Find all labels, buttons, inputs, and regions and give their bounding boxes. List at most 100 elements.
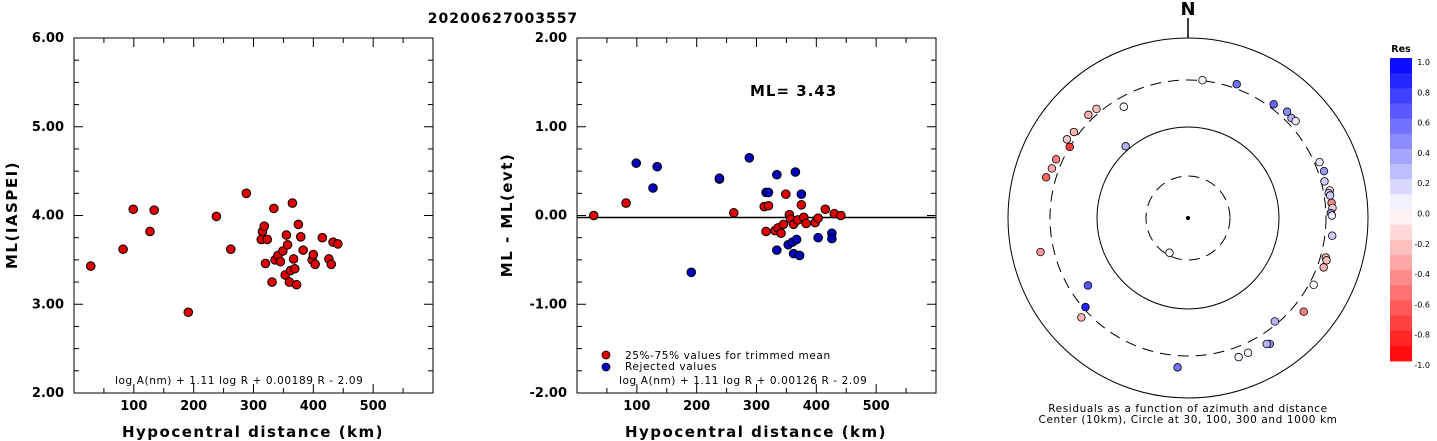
y-axis-label: ML - ML(evt) <box>498 153 516 277</box>
rejected-point <box>827 233 837 244</box>
data-point <box>278 246 288 256</box>
ml-annotation: ML= 3.43 <box>750 82 837 100</box>
rejected-point <box>772 169 782 180</box>
station-marker <box>1077 313 1086 322</box>
rejected-point <box>772 245 782 255</box>
data-point <box>291 279 302 290</box>
colorbar-cell <box>1390 285 1412 301</box>
residual-colorbar: Res 1.0 0.8 0.6 0.4 0.2 0.0 -0.2 -0.4 -0.6 -0.8 -1… <box>1390 44 1430 370</box>
data-point <box>317 232 328 243</box>
accepted-point <box>761 226 771 237</box>
station-marker <box>1041 173 1051 182</box>
legend-accepted-marker <box>601 350 611 360</box>
rejected-point <box>813 232 823 243</box>
data-point <box>298 245 308 255</box>
colorbar-cell <box>1390 58 1412 74</box>
data-point <box>282 239 293 250</box>
azimuth-residual-map: N Residuals as a function of azimuth and… <box>1007 0 1369 426</box>
formula-text: log A(nm) + 1.11 log R + 0.00126 R - 2.0… <box>619 375 867 387</box>
data-point <box>259 221 270 231</box>
north-label: N <box>1180 0 1195 20</box>
station-markers <box>1036 75 1337 372</box>
data-point <box>225 244 236 255</box>
station-marker <box>1325 191 1335 200</box>
colorbar-cells <box>1390 58 1412 362</box>
ring-1000km <box>1007 37 1369 399</box>
data-point <box>310 259 320 270</box>
data-point <box>288 254 299 264</box>
y-tick-label: 2.00 <box>535 31 567 46</box>
colorbar-label: 0.6 <box>1417 119 1430 128</box>
data-point <box>118 244 128 255</box>
station-marker <box>1062 135 1072 144</box>
station-marker <box>1036 247 1045 257</box>
center-marker <box>1186 216 1190 220</box>
colorbar-label: 0.0 <box>1417 210 1430 219</box>
colorbar-cell <box>1390 239 1412 256</box>
y-tick-label: 1.00 <box>535 120 567 135</box>
rejected-point <box>791 234 802 245</box>
rejected-point <box>686 267 697 278</box>
x-tick-label: 200 <box>683 399 710 414</box>
station-marker <box>1065 142 1074 152</box>
station-marker <box>1243 348 1253 358</box>
x-tick-label: 300 <box>743 399 770 414</box>
station-marker <box>1315 157 1324 167</box>
data-point <box>149 205 159 215</box>
data-point <box>287 198 298 208</box>
data-point <box>333 239 343 249</box>
station-marker <box>1320 177 1329 186</box>
colorbar-label: -0.4 <box>1414 270 1430 279</box>
colorbar-cell <box>1390 315 1412 332</box>
colorbar-cell <box>1390 103 1412 119</box>
rejected-point <box>714 173 725 184</box>
accepted-point <box>728 208 739 218</box>
rejected-point <box>744 153 755 163</box>
colorbar-label: -0.2 <box>1414 240 1430 249</box>
accepted-point <box>813 213 823 223</box>
x-tick-label: 100 <box>623 399 650 414</box>
y-axis-label: ML(IASPEI) <box>3 161 21 269</box>
x-tick-label: 200 <box>180 399 207 414</box>
accepted-point <box>796 200 807 210</box>
colorbar-cell <box>1390 179 1412 195</box>
x-tick-label: 500 <box>360 399 387 414</box>
colorbar-cell <box>1390 224 1412 241</box>
data-point <box>267 277 277 287</box>
rejected-point <box>763 187 774 198</box>
y-tick-label: 2.00 <box>32 386 64 401</box>
ml-vs-distance-panel: 100 200 300 400 500 2.00 3.00 4.00 5.00 6.00 Hypo… <box>3 31 434 441</box>
ring-300km <box>1049 79 1327 357</box>
accepted-point <box>763 200 774 211</box>
figure-title: 20200627003557 <box>428 11 578 27</box>
station-marker <box>1299 307 1308 316</box>
colorbar-cell <box>1390 300 1412 316</box>
data-point <box>289 263 300 274</box>
rejected-point <box>790 167 801 177</box>
data-point <box>85 261 96 271</box>
colorbar-cell <box>1390 133 1412 150</box>
residual-vs-distance-panel: 100 200 300 400 500 -2.00 -1.00 0.00 1.00 2.00 ML… <box>498 31 937 441</box>
colorbar-cell <box>1390 194 1412 210</box>
rejected-point <box>796 189 807 199</box>
station-marker <box>1328 231 1337 240</box>
x-tick-label: 500 <box>863 399 890 414</box>
axis-ticks: 100 200 300 400 500 -2.00 -1.00 0.00 1.00 2.00 <box>530 31 936 414</box>
accepted-point <box>801 218 811 229</box>
y-tick-label: 6.00 <box>32 31 64 46</box>
colorbar-cell <box>1390 164 1412 180</box>
y-tick-label: -1.00 <box>530 297 567 312</box>
station-marker <box>1081 302 1090 312</box>
map-caption-line1: Residuals as a function of azimuth and d… <box>1048 403 1328 415</box>
data-point <box>211 211 222 222</box>
colorbar-title: Res <box>1391 44 1411 55</box>
ring-30km <box>1145 175 1231 261</box>
station-marker <box>1319 263 1328 272</box>
rejected-point <box>648 183 658 193</box>
colorbar-labels: 1.0 0.8 0.6 0.4 0.2 0.0 -0.2 -0.4 -0.6 -0.8 -1.0 <box>1414 58 1430 370</box>
station-marker <box>1262 339 1271 349</box>
accepted-point <box>776 228 786 239</box>
station-marker <box>1083 281 1093 290</box>
data-point <box>275 256 286 267</box>
station-marker <box>1173 363 1182 372</box>
